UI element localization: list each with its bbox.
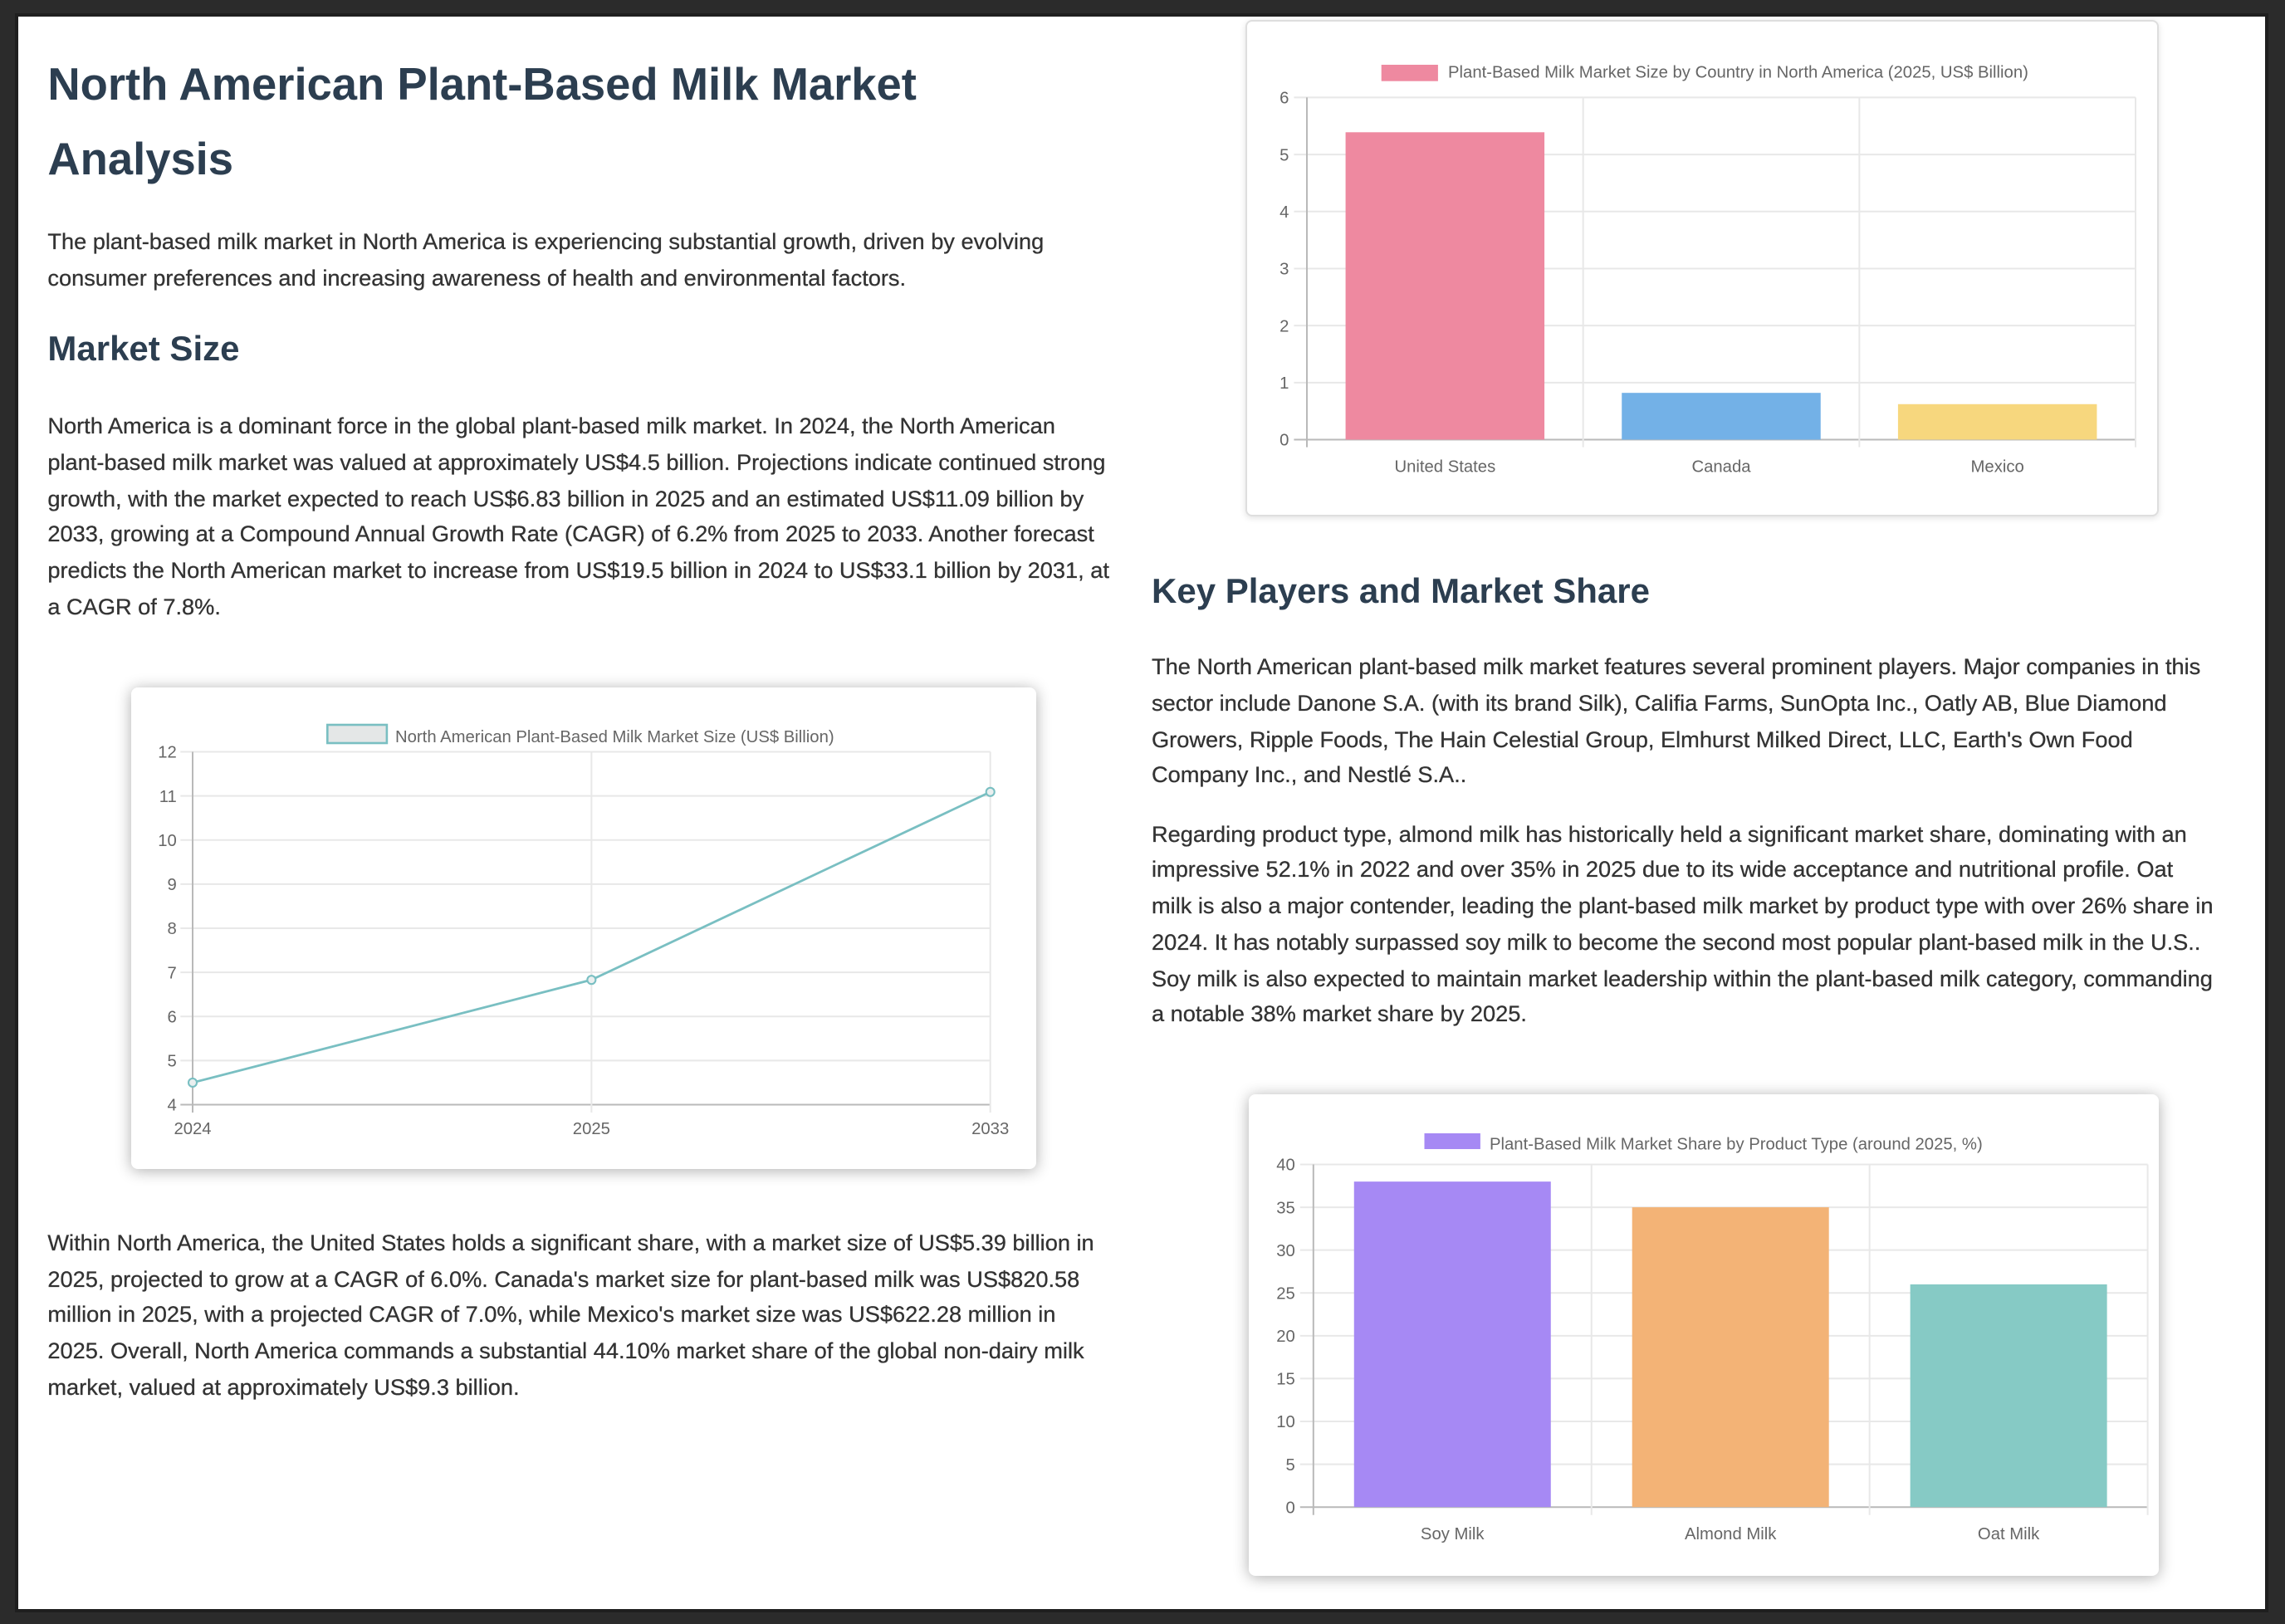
svg-text:5: 5 [168, 1052, 177, 1070]
svg-text:Plant-Based Milk Market Share: Plant-Based Milk Market Share by Product… [1490, 1135, 1983, 1153]
svg-text:4: 4 [168, 1096, 177, 1114]
svg-text:North American Plant-Based Mil: North American Plant-Based Milk Market S… [396, 727, 835, 746]
svg-text:6: 6 [168, 1007, 177, 1025]
svg-text:0: 0 [1280, 432, 1289, 450]
svg-text:0: 0 [1285, 1499, 1294, 1517]
svg-text:Plant-Based Milk Market Size b: Plant-Based Milk Market Size by Country … [1448, 64, 2028, 82]
svg-text:30: 30 [1276, 1241, 1295, 1260]
svg-text:2: 2 [1280, 317, 1289, 335]
svg-text:20: 20 [1276, 1327, 1295, 1345]
svg-text:2033: 2033 [972, 1119, 1010, 1137]
svg-text:7: 7 [168, 963, 177, 981]
svg-text:40: 40 [1276, 1156, 1295, 1174]
svg-text:3: 3 [1280, 261, 1289, 279]
svg-text:10: 10 [159, 831, 178, 849]
svg-text:Mexico: Mexico [1971, 458, 2024, 477]
svg-text:Soy Milk: Soy Milk [1421, 1524, 1485, 1543]
svg-text:2024: 2024 [174, 1119, 212, 1137]
svg-text:15: 15 [1276, 1370, 1295, 1388]
svg-text:2025: 2025 [573, 1119, 610, 1137]
svg-text:4: 4 [1280, 203, 1289, 222]
svg-text:Almond Milk: Almond Milk [1685, 1524, 1777, 1543]
svg-text:Canada: Canada [1691, 458, 1751, 477]
svg-text:United States: United States [1394, 458, 1495, 477]
svg-text:6: 6 [1280, 90, 1289, 108]
svg-text:Oat Milk: Oat Milk [1978, 1524, 2040, 1543]
svg-text:5: 5 [1285, 1455, 1294, 1474]
svg-text:35: 35 [1276, 1199, 1295, 1217]
svg-text:10: 10 [1276, 1412, 1295, 1431]
svg-text:5: 5 [1280, 146, 1289, 164]
svg-text:1: 1 [1280, 374, 1289, 393]
svg-text:9: 9 [168, 875, 177, 893]
svg-text:11: 11 [159, 787, 177, 805]
svg-text:8: 8 [168, 919, 177, 937]
svg-text:12: 12 [159, 743, 178, 761]
svg-text:25: 25 [1276, 1284, 1295, 1303]
